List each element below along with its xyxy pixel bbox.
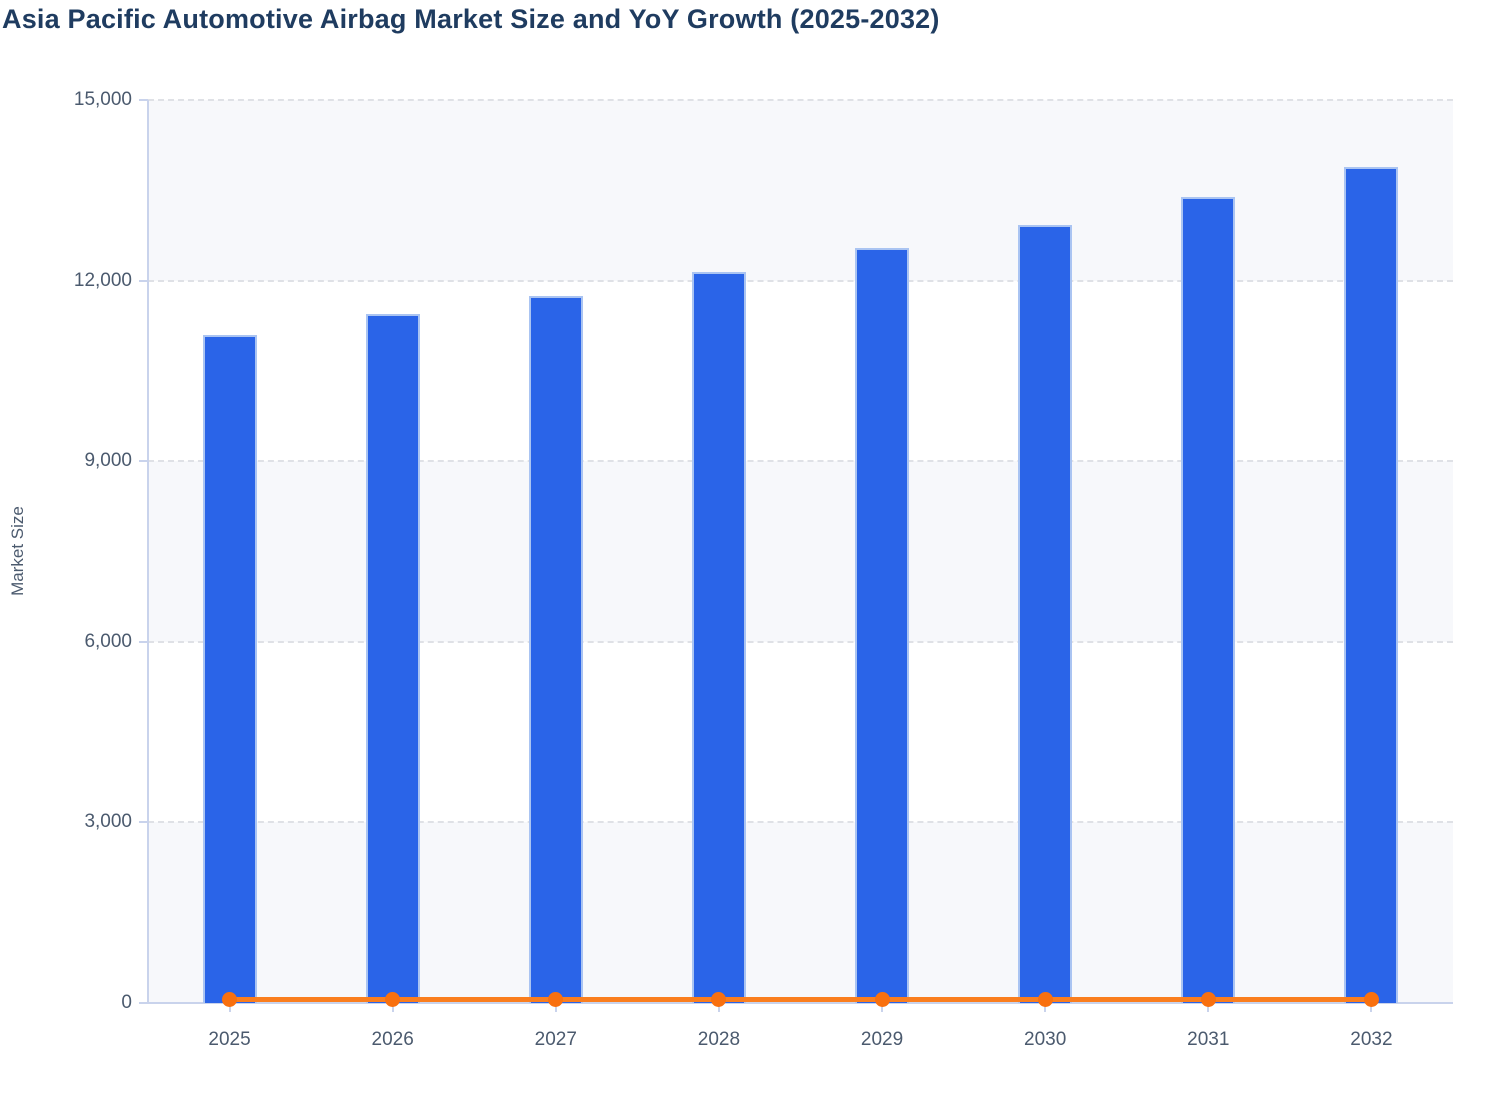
background-band — [148, 822, 1453, 1003]
yoy-point-2027[interactable] — [548, 992, 564, 1007]
y-tick-label: 12,000 — [73, 269, 132, 291]
y-tick-label: 9,000 — [84, 450, 132, 472]
gridline — [148, 279, 1453, 282]
plot-area — [139, 99, 1453, 1012]
y-axis-tick — [139, 460, 148, 463]
bar-2029[interactable] — [855, 247, 910, 1003]
x-axis-tick — [1370, 1003, 1373, 1012]
yoy-point-2032[interactable] — [1363, 992, 1379, 1007]
x-tick-label: 2030 — [1024, 1029, 1067, 1050]
x-tick-label: 2029 — [860, 1029, 904, 1050]
bar-2030[interactable] — [1018, 225, 1073, 1003]
yoy-point-2029[interactable] — [874, 992, 890, 1007]
y-axis-tick — [139, 821, 148, 824]
x-tick-label: 2026 — [371, 1029, 414, 1050]
gridline — [148, 640, 1453, 643]
y-axis-tick — [139, 279, 148, 282]
x-axis-tick — [554, 1003, 557, 1012]
gridline — [148, 99, 1453, 101]
y-axis-tick — [139, 99, 148, 101]
x-axis-line — [148, 1002, 1453, 1004]
x-axis-tick — [1044, 1003, 1047, 1012]
background-band — [148, 461, 1453, 642]
x-tick-label: 2028 — [697, 1029, 741, 1050]
y-tick-label: 3,000 — [84, 811, 132, 833]
bar-2028[interactable] — [691, 271, 746, 1003]
x-tick-label: 2031 — [1187, 1029, 1230, 1050]
y-tick-label: 15,000 — [73, 89, 132, 110]
y-axis-tick — [139, 1002, 148, 1004]
y-axis-title: Market Size — [8, 506, 27, 596]
yoy-point-2028[interactable] — [711, 992, 727, 1007]
bar-2025[interactable] — [202, 334, 257, 1003]
yoy-growth-line — [229, 997, 1372, 1002]
x-tick-label: 2032 — [1350, 1029, 1393, 1050]
gridline — [148, 821, 1453, 824]
y-tick-label: 6,000 — [84, 630, 132, 652]
yoy-point-2031[interactable] — [1200, 992, 1216, 1007]
y-axis-tick — [139, 640, 148, 643]
bar-2032[interactable] — [1344, 166, 1399, 1003]
x-axis-tick — [717, 1003, 720, 1012]
y-tick-label: 0 — [121, 992, 132, 1013]
x-axis-tick — [228, 1003, 231, 1012]
x-tick-label: 2027 — [534, 1029, 577, 1050]
gridline — [148, 460, 1453, 463]
x-axis-tick — [391, 1003, 394, 1012]
yoy-point-2025[interactable] — [222, 992, 238, 1007]
bar-2031[interactable] — [1181, 196, 1236, 1003]
y-axis-line — [147, 100, 149, 1004]
x-tick-label: 2025 — [208, 1029, 251, 1050]
bar-2026[interactable] — [365, 313, 420, 1003]
x-axis-tick — [1207, 1003, 1210, 1012]
bar-2027[interactable] — [528, 295, 583, 1003]
background-band — [148, 100, 1453, 281]
x-axis-tick — [881, 1003, 884, 1012]
yoy-point-2030[interactable] — [1037, 992, 1053, 1007]
yoy-point-2026[interactable] — [385, 992, 401, 1007]
chart-title: Asia Pacific Automotive Airbag Market Si… — [2, 4, 940, 34]
